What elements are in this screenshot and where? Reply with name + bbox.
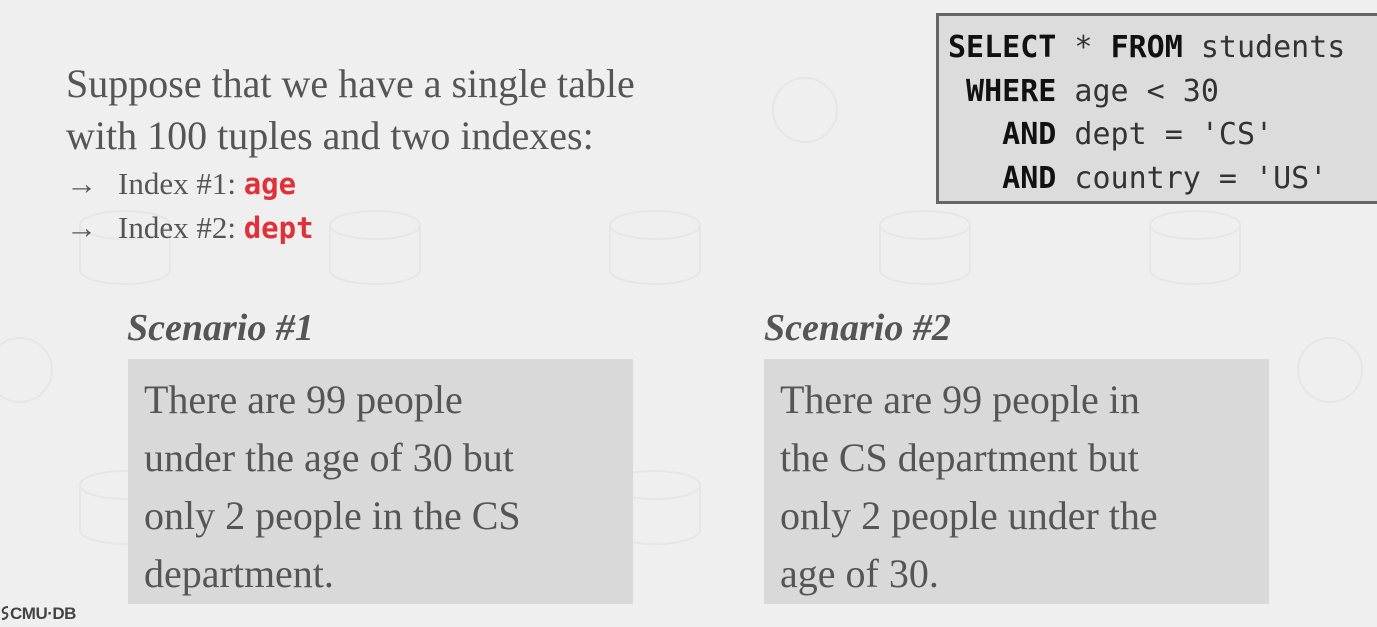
sql-text: * (1056, 30, 1111, 65)
intro-text: Suppose that we have a single table with… (66, 58, 766, 250)
index-bullet-2: → Index #2: dept (66, 206, 766, 250)
bullet-label: Index #2: (118, 210, 244, 245)
scenario-2-line: the CS department but (780, 435, 1139, 480)
arrow-icon: → (66, 210, 97, 245)
sql-query: SELECT * FROM students WHERE age < 30 AN… (948, 26, 1345, 200)
index-bullet-1: → Index #1: age (66, 162, 766, 206)
sql-text: age < 30 (1056, 73, 1219, 109)
sql-keyword: AND (948, 160, 1057, 196)
sql-query-box: SELECT * FROM students WHERE age < 30 AN… (936, 13, 1377, 204)
scenario-2-line: There are 99 people in (780, 377, 1140, 422)
sql-text: students (1182, 30, 1346, 65)
cmu-db-logo: CMU·DB (0, 604, 76, 624)
scenario-1-box: There are 99 people under the age of 30 … (128, 359, 633, 604)
sql-keyword: AND (948, 117, 1057, 152)
arrow-icon: → (66, 166, 97, 201)
scenario-1-line: only 2 people in the CS (144, 493, 521, 538)
scenario-1-line: under the age of 30 but (144, 435, 514, 480)
bullet-label: Index #1: (118, 166, 244, 201)
logo-icon (1, 606, 9, 620)
intro-line-2: with 100 tuples and two indexes: (66, 113, 594, 158)
scenario-1-line: department. (144, 551, 334, 596)
sql-line-1: SELECT * FROM students (948, 26, 1345, 70)
sql-line-3: AND dept = 'CS' (948, 113, 1345, 157)
sql-line-4: AND country = 'US' (948, 157, 1345, 201)
intro-line-1: Suppose that we have a single table (66, 61, 635, 106)
logo-text: CMU·DB (10, 604, 76, 623)
scenario-2-line: age of 30. (780, 551, 939, 596)
sql-keyword: SELECT (948, 30, 1057, 65)
index-keyword: dept (243, 211, 314, 245)
sql-keyword: WHERE (948, 73, 1057, 109)
sql-keyword: FROM (1110, 30, 1183, 65)
scenario-1-line: There are 99 people (144, 377, 463, 422)
scenario-2-line: only 2 people under the (780, 493, 1158, 538)
scenario-2-title: Scenario #2 (764, 307, 951, 349)
sql-line-2: WHERE age < 30 (948, 70, 1345, 114)
sql-text: dept = 'CS' (1056, 117, 1274, 152)
sql-text: country = 'US' (1056, 160, 1328, 196)
scenario-2-box: There are 99 people in the CS department… (764, 359, 1269, 604)
scenario-1-title: Scenario #1 (127, 307, 314, 349)
index-keyword: age (243, 167, 297, 201)
